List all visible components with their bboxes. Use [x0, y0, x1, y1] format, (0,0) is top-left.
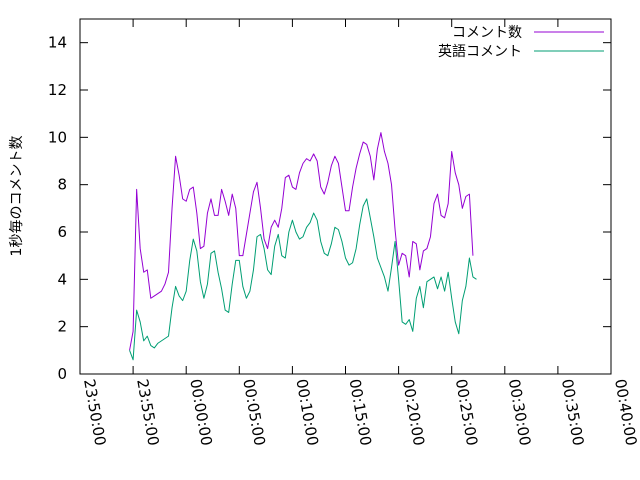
x-tick-label: 00:35:00: [558, 378, 587, 447]
legend-label-0: コメント数: [452, 25, 522, 41]
x-axis: 23:50:00 23:55:00 00:00:00 00:05:00 00:10:00…: [79, 19, 640, 447]
series-layer: [129, 132, 477, 361]
series-line-0: [129, 132, 474, 351]
legend-label-1: 英語コメント: [438, 43, 522, 60]
x-tick-label: 00:05:00: [239, 378, 268, 447]
series-line-1: [129, 198, 477, 361]
x-tick-label: 00:10:00: [292, 378, 321, 447]
y-tick-label: 4: [57, 270, 67, 288]
x-tick-label: 23:55:00: [133, 378, 162, 447]
x-tick-label: 00:15:00: [346, 378, 375, 447]
x-tick-label: 00:00:00: [186, 378, 215, 447]
y-tick-label: 0: [57, 365, 67, 383]
y-axis: 0 2 4 6 8 10 12 14: [48, 34, 611, 383]
y-tick-label: 14: [48, 34, 67, 52]
x-tick-label: 00:30:00: [505, 378, 534, 447]
plot-frame: [79, 18, 612, 375]
y-tick-label: 2: [57, 318, 67, 336]
x-tick-label: 00:20:00: [399, 378, 428, 447]
x-tick-label: 00:25:00: [452, 378, 481, 447]
y-tick-label: 8: [57, 176, 67, 194]
y-axis-title: 1秒毎のコメント数: [9, 136, 25, 257]
y-tick-label: 6: [57, 223, 67, 241]
x-tick-label: 00:40:00: [611, 378, 640, 447]
y-tick-label: 12: [48, 81, 67, 99]
y-tick-label: 10: [48, 128, 67, 146]
x-tick-label: 23:50:00: [80, 378, 109, 447]
